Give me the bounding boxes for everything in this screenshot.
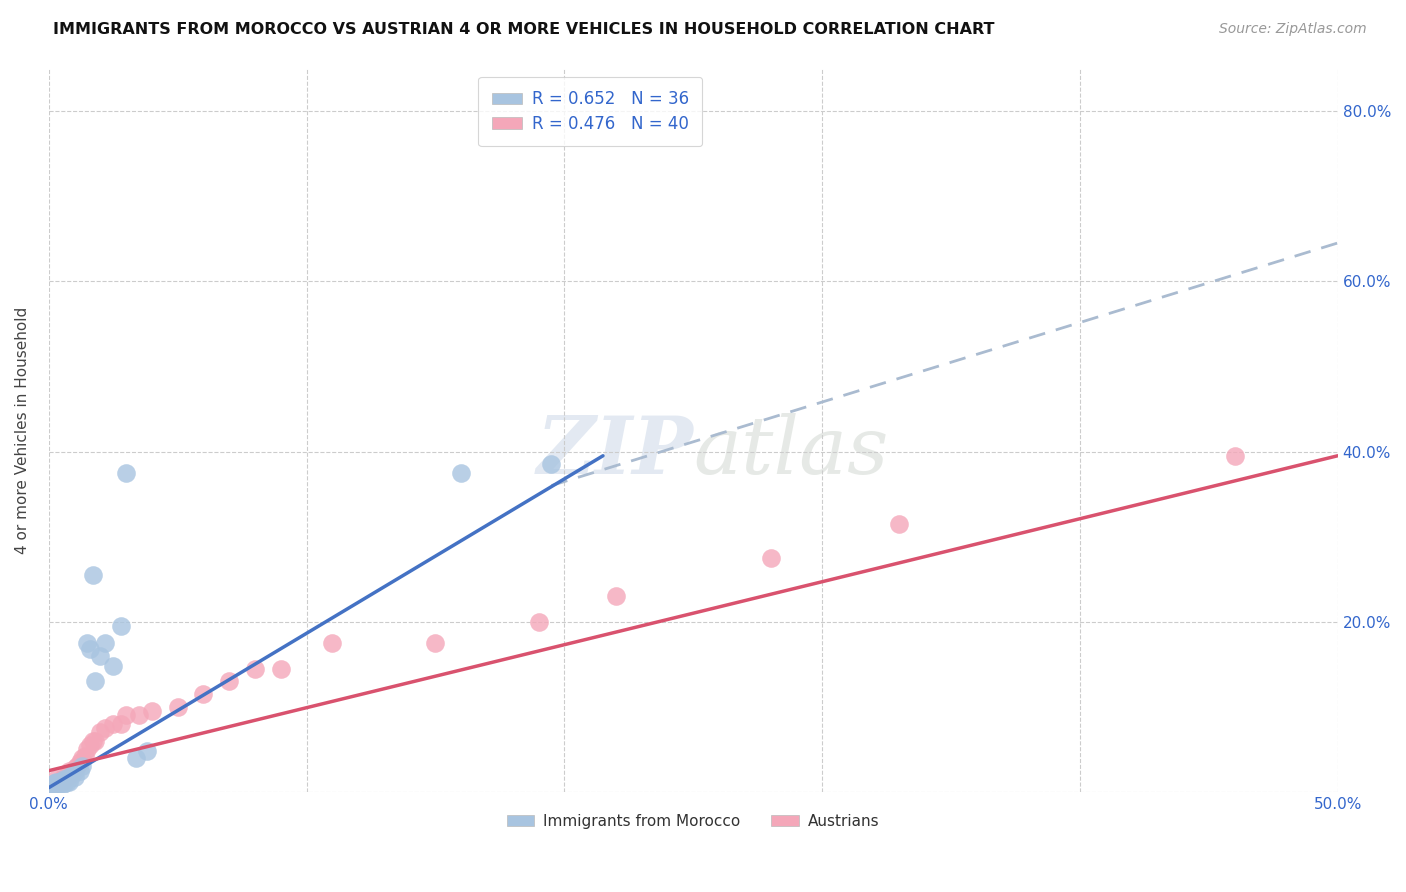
Point (76, 742, 98, 756)
Text: IMMIGRANTS FROM MOROCCO VS AUSTRIAN 4 OR MORE VEHICLES IN HOUSEHOLD CORRELATION : IMMIGRANTS FROM MOROCCO VS AUSTRIAN 4 OR… (53, 22, 995, 37)
Point (115, 708, 138, 723)
Point (540, 457, 562, 471)
Point (56, 774, 79, 789)
Point (42, 778, 65, 792)
Point (76, 636, 98, 650)
Point (66, 759, 89, 773)
Point (58, 764, 80, 778)
Point (321, 636, 343, 650)
Point (58, 774, 80, 789)
Point (115, 466, 138, 480)
Point (45, 776, 67, 790)
Point (69, 755, 91, 769)
Point (45, 778, 67, 792)
Point (58, 768, 80, 782)
Point (41, 778, 63, 792)
Point (51, 772, 73, 787)
Point (110, 619, 132, 633)
Point (110, 717, 132, 731)
Point (60, 768, 83, 782)
Point (63, 764, 86, 778)
Point (79, 642, 101, 657)
Point (72, 751, 94, 765)
Point (72, 759, 94, 773)
Text: atlas: atlas (693, 413, 889, 491)
Point (94, 636, 117, 650)
Point (51, 776, 73, 790)
Point (128, 708, 150, 723)
Point (73, 749, 96, 764)
Point (56, 770, 79, 784)
Point (94, 721, 117, 735)
Point (41, 780, 63, 795)
Text: Source: ZipAtlas.com: Source: ZipAtlas.com (1219, 22, 1367, 37)
Point (84, 734, 107, 748)
Point (270, 661, 292, 675)
Point (53, 770, 76, 784)
Point (63, 761, 86, 775)
Point (45, 774, 67, 789)
Point (41, 780, 63, 795)
Point (1223, 449, 1246, 463)
Point (89, 648, 111, 663)
Point (51, 773, 73, 788)
Y-axis label: 4 or more Vehicles in Household: 4 or more Vehicles in Household (15, 307, 30, 554)
Point (89, 725, 111, 739)
Point (218, 674, 240, 689)
Point (42, 776, 65, 790)
Point (60, 766, 83, 780)
Point (58, 770, 80, 784)
Point (425, 636, 447, 650)
Point (82, 734, 104, 748)
Point (166, 699, 188, 714)
Point (135, 744, 157, 758)
Text: ZIP: ZIP (536, 413, 693, 491)
Point (45, 776, 67, 790)
Point (193, 687, 215, 701)
Point (63, 770, 86, 784)
Point (45, 772, 67, 787)
Point (56, 772, 79, 787)
Point (53, 776, 76, 790)
Point (84, 674, 107, 689)
Point (42, 779, 65, 793)
Point (53, 772, 76, 787)
Point (103, 717, 125, 731)
Point (48, 776, 70, 790)
Point (48, 774, 70, 789)
Point (243, 661, 266, 675)
Legend: Immigrants from Morocco, Austrians: Immigrants from Morocco, Austrians (501, 808, 886, 835)
Point (605, 589, 627, 603)
Point (103, 659, 125, 673)
Point (79, 738, 101, 752)
Point (889, 516, 911, 531)
Point (51, 774, 73, 789)
Point (125, 751, 148, 765)
Point (69, 764, 91, 778)
Point (51, 778, 73, 792)
Point (82, 568, 104, 582)
Point (48, 776, 70, 790)
Point (527, 615, 550, 629)
Point (759, 550, 782, 565)
Point (450, 466, 472, 480)
Point (141, 704, 163, 718)
